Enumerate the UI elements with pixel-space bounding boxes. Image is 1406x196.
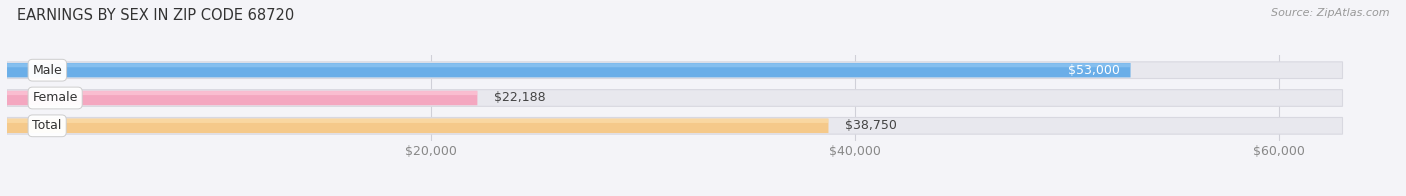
FancyBboxPatch shape <box>7 117 1343 134</box>
Text: $38,750: $38,750 <box>845 119 897 132</box>
FancyBboxPatch shape <box>7 62 1343 79</box>
Text: Female: Female <box>32 92 77 104</box>
Text: Total: Total <box>32 119 62 132</box>
Text: Male: Male <box>32 64 62 77</box>
FancyBboxPatch shape <box>7 63 1130 77</box>
FancyBboxPatch shape <box>7 119 828 123</box>
FancyBboxPatch shape <box>7 63 1130 67</box>
FancyBboxPatch shape <box>7 91 478 95</box>
Text: EARNINGS BY SEX IN ZIP CODE 68720: EARNINGS BY SEX IN ZIP CODE 68720 <box>17 8 294 23</box>
Text: $22,188: $22,188 <box>495 92 546 104</box>
FancyBboxPatch shape <box>7 90 1343 106</box>
FancyBboxPatch shape <box>7 119 828 133</box>
Text: $53,000: $53,000 <box>1069 64 1121 77</box>
Text: Source: ZipAtlas.com: Source: ZipAtlas.com <box>1271 8 1389 18</box>
FancyBboxPatch shape <box>7 91 478 105</box>
